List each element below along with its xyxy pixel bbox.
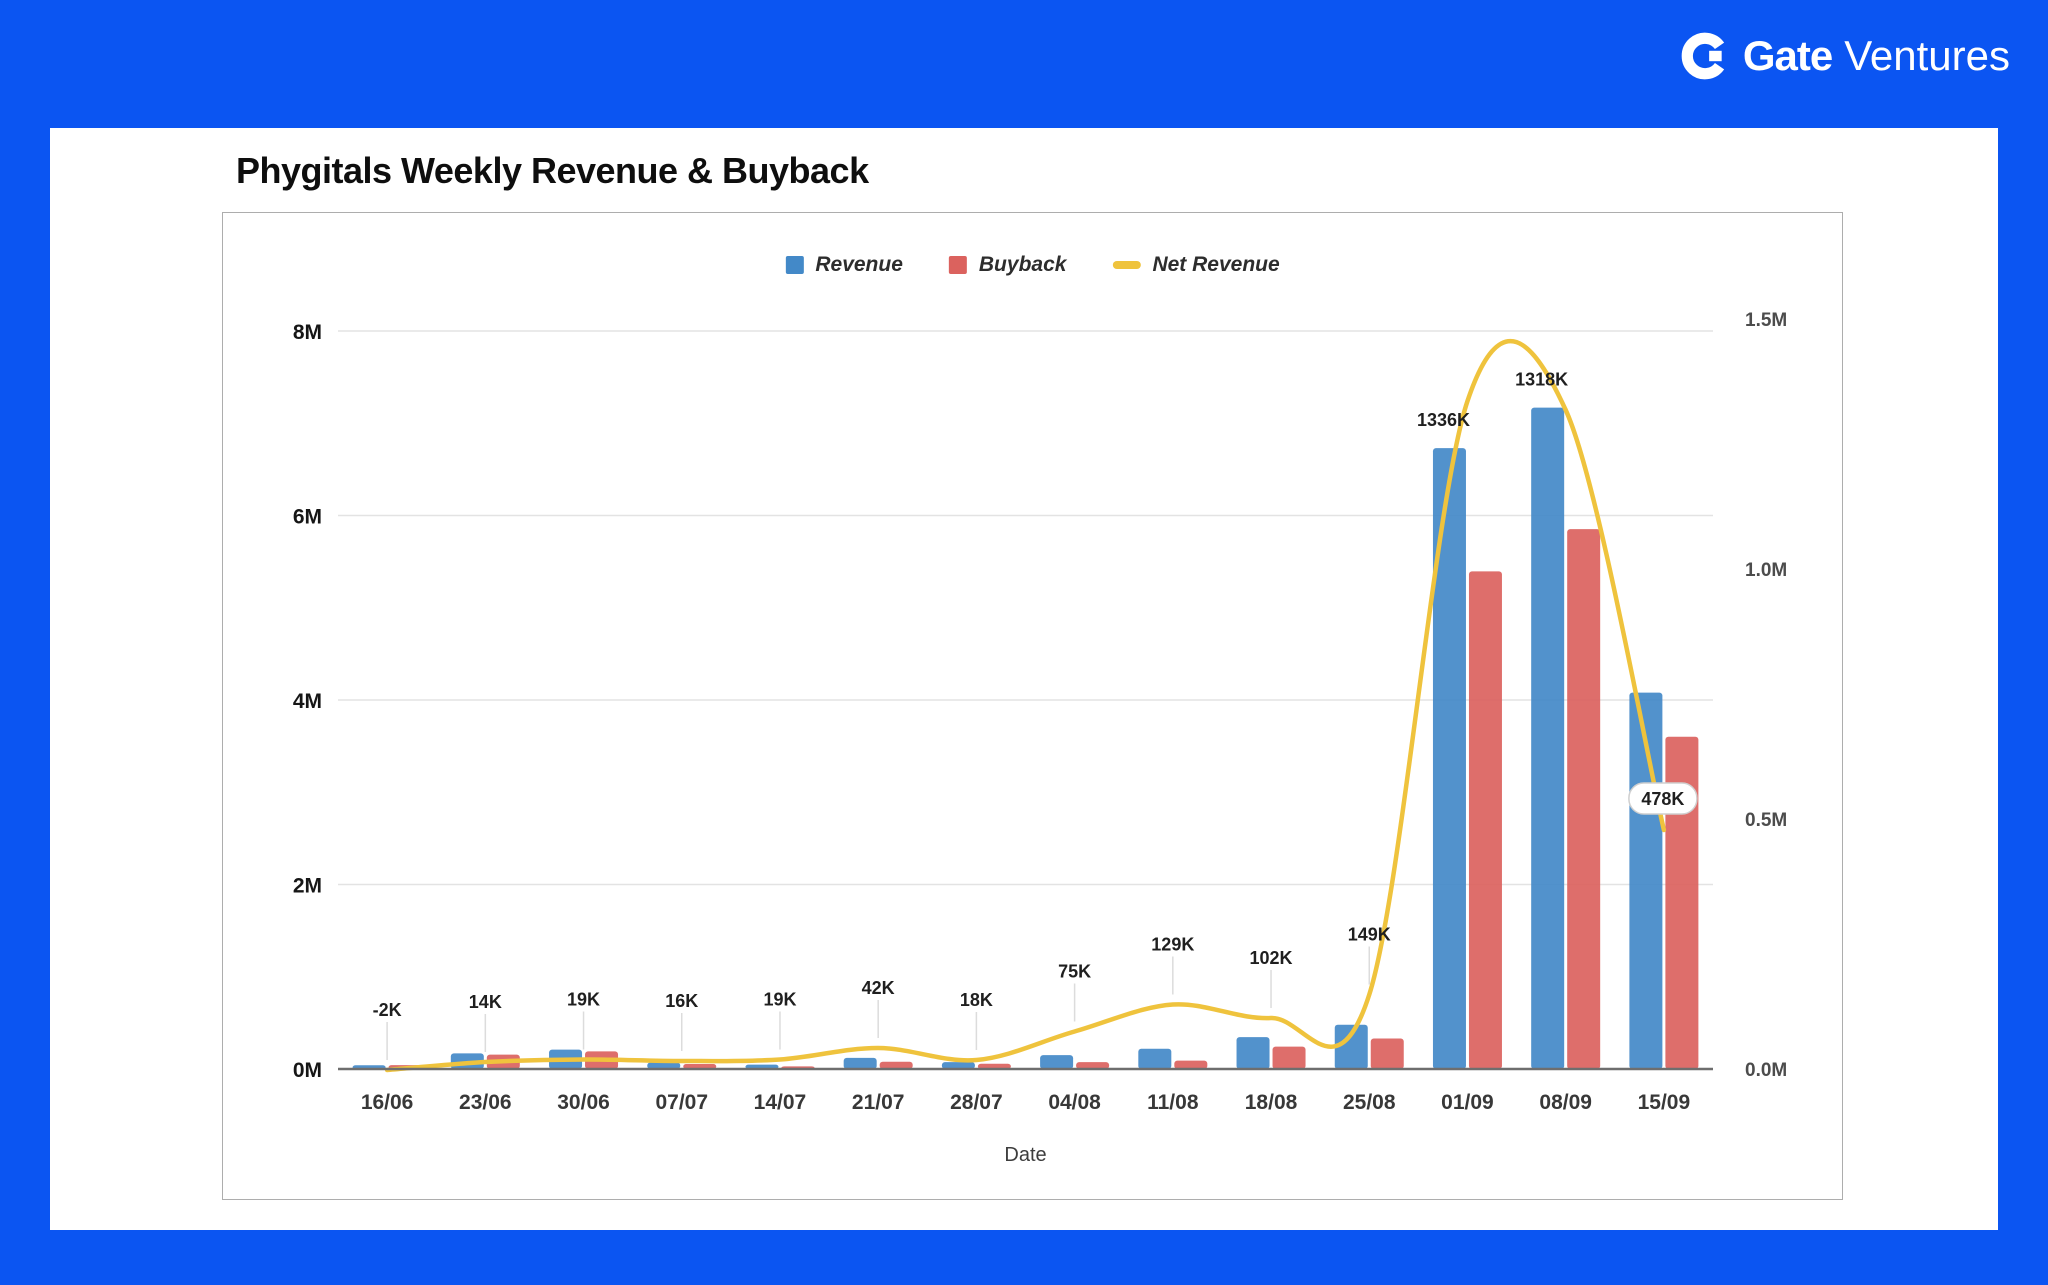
buyback-bar: [1174, 1060, 1208, 1069]
logo-text-light: Ventures: [1844, 32, 2010, 79]
net-revenue-point-label: 102K: [1250, 948, 1293, 968]
gate-ventures-logo: Gate Ventures: [1679, 24, 2010, 88]
x-tick-label: 11/08: [1147, 1091, 1199, 1114]
net-revenue-badge: [1628, 782, 1698, 815]
net-revenue-point-label: 19K: [763, 990, 796, 1010]
x-tick-label: 15/09: [1638, 1091, 1691, 1114]
x-tick-label: 21/07: [852, 1091, 905, 1114]
net-revenue-line: [384, 338, 1667, 1073]
net-revenue-point-label: 14K: [469, 992, 502, 1012]
revenue-bar: [1040, 1055, 1074, 1069]
x-tick-label: 08/09: [1539, 1091, 1592, 1114]
x-tick-label: 07/07: [655, 1091, 708, 1114]
chart-card: Phygitals Weekly Revenue & Buyback Reven…: [50, 128, 1998, 1230]
x-tick-label: 16/06: [361, 1091, 414, 1114]
legend-label-buyback: Buyback: [978, 253, 1067, 276]
x-tick-label: 18/08: [1245, 1091, 1298, 1114]
chart-plot-container: Revenue Buyback Net Revenue -2K 14K 19K 16K…: [222, 212, 1843, 1200]
buyback-swatch-icon: [948, 256, 967, 274]
net-revenue-point-label: -2K: [373, 1000, 402, 1020]
x-tick-label: 04/08: [1048, 1091, 1101, 1114]
legend-item-buyback[interactable]: Buyback: [948, 253, 1067, 277]
net-revenue-badge-label: 478K: [1641, 789, 1684, 809]
x-tick-label: 25/08: [1343, 1091, 1396, 1114]
gate-g-icon: [1681, 32, 1724, 80]
net-revenue-point-label: 19K: [567, 990, 600, 1010]
left-axis-tick-label: 8M: [293, 321, 322, 344]
revenue-bar: [1138, 1048, 1172, 1069]
net-revenue-point-label: 16K: [665, 991, 698, 1011]
chart-title: Phygitals Weekly Revenue & Buyback: [236, 150, 869, 191]
revenue-bar: [941, 1062, 975, 1069]
net-revenue-dash-icon: [1112, 261, 1141, 269]
legend-label-net-revenue: Net Revenue: [1152, 253, 1280, 276]
right-axis-tick-label: 1.0M: [1745, 560, 1787, 581]
net-revenue-point-label: 129K: [1151, 935, 1194, 955]
buyback-bar: [1370, 1038, 1404, 1069]
legend-label-revenue: Revenue: [815, 253, 903, 276]
chart-svg: -2K 14K 19K 16K 19K 42K 18K 75K 129K 102K 149K 1336…: [293, 310, 1787, 1166]
buyback-bar: [879, 1061, 913, 1069]
net-revenue-point-label: 42K: [862, 978, 895, 998]
buyback-bar: [1272, 1046, 1306, 1069]
x-tick-label: 14/07: [754, 1091, 807, 1114]
net-revenue-point-label: 18K: [960, 990, 993, 1010]
revenue-bar: [1531, 407, 1565, 1069]
revenue-bar: [1334, 1024, 1368, 1069]
legend-item-revenue[interactable]: Revenue: [785, 253, 903, 277]
revenue-bar: [1432, 448, 1466, 1070]
chart-legend: Revenue Buyback Net Revenue: [785, 253, 1280, 277]
x-tick-label: 01/09: [1441, 1091, 1494, 1114]
x-axis-title: Date: [1004, 1144, 1046, 1166]
right-axis-tick-label: 1.5M: [1745, 310, 1787, 331]
net-revenue-point-label: 75K: [1058, 962, 1091, 982]
buyback-bar: [1468, 571, 1502, 1069]
buyback-bar: [977, 1063, 1011, 1069]
right-axis-tick-label: 0.5M: [1745, 810, 1787, 831]
net-revenue-point-label: 1336K: [1417, 410, 1470, 430]
net-revenue-point-label: 1318K: [1515, 370, 1568, 390]
buyback-bar: [1076, 1062, 1110, 1069]
revenue-bar: [1236, 1037, 1270, 1069]
buyback-bar: [1567, 529, 1601, 1069]
revenue-bar: [647, 1062, 681, 1069]
net-revenue-point-label: 149K: [1348, 925, 1391, 945]
left-axis-tick-label: 2M: [293, 875, 322, 898]
x-tick-label: 28/07: [950, 1091, 1003, 1114]
legend-item-net-revenue[interactable]: Net Revenue: [1112, 253, 1280, 277]
x-tick-label: 23/06: [459, 1091, 512, 1114]
right-axis-tick-label: 0.0M: [1745, 1060, 1787, 1081]
logo-text-bold: Gate: [1742, 32, 1833, 79]
left-axis-tick-label: 4M: [293, 690, 322, 713]
x-tick-label: 30/06: [557, 1091, 610, 1114]
left-axis-tick-label: 0M: [293, 1059, 322, 1082]
left-axis-tick-label: 6M: [293, 506, 322, 529]
buyback-bar: [1665, 736, 1699, 1069]
revenue-swatch-icon: [785, 256, 804, 274]
revenue-bar: [843, 1057, 877, 1069]
